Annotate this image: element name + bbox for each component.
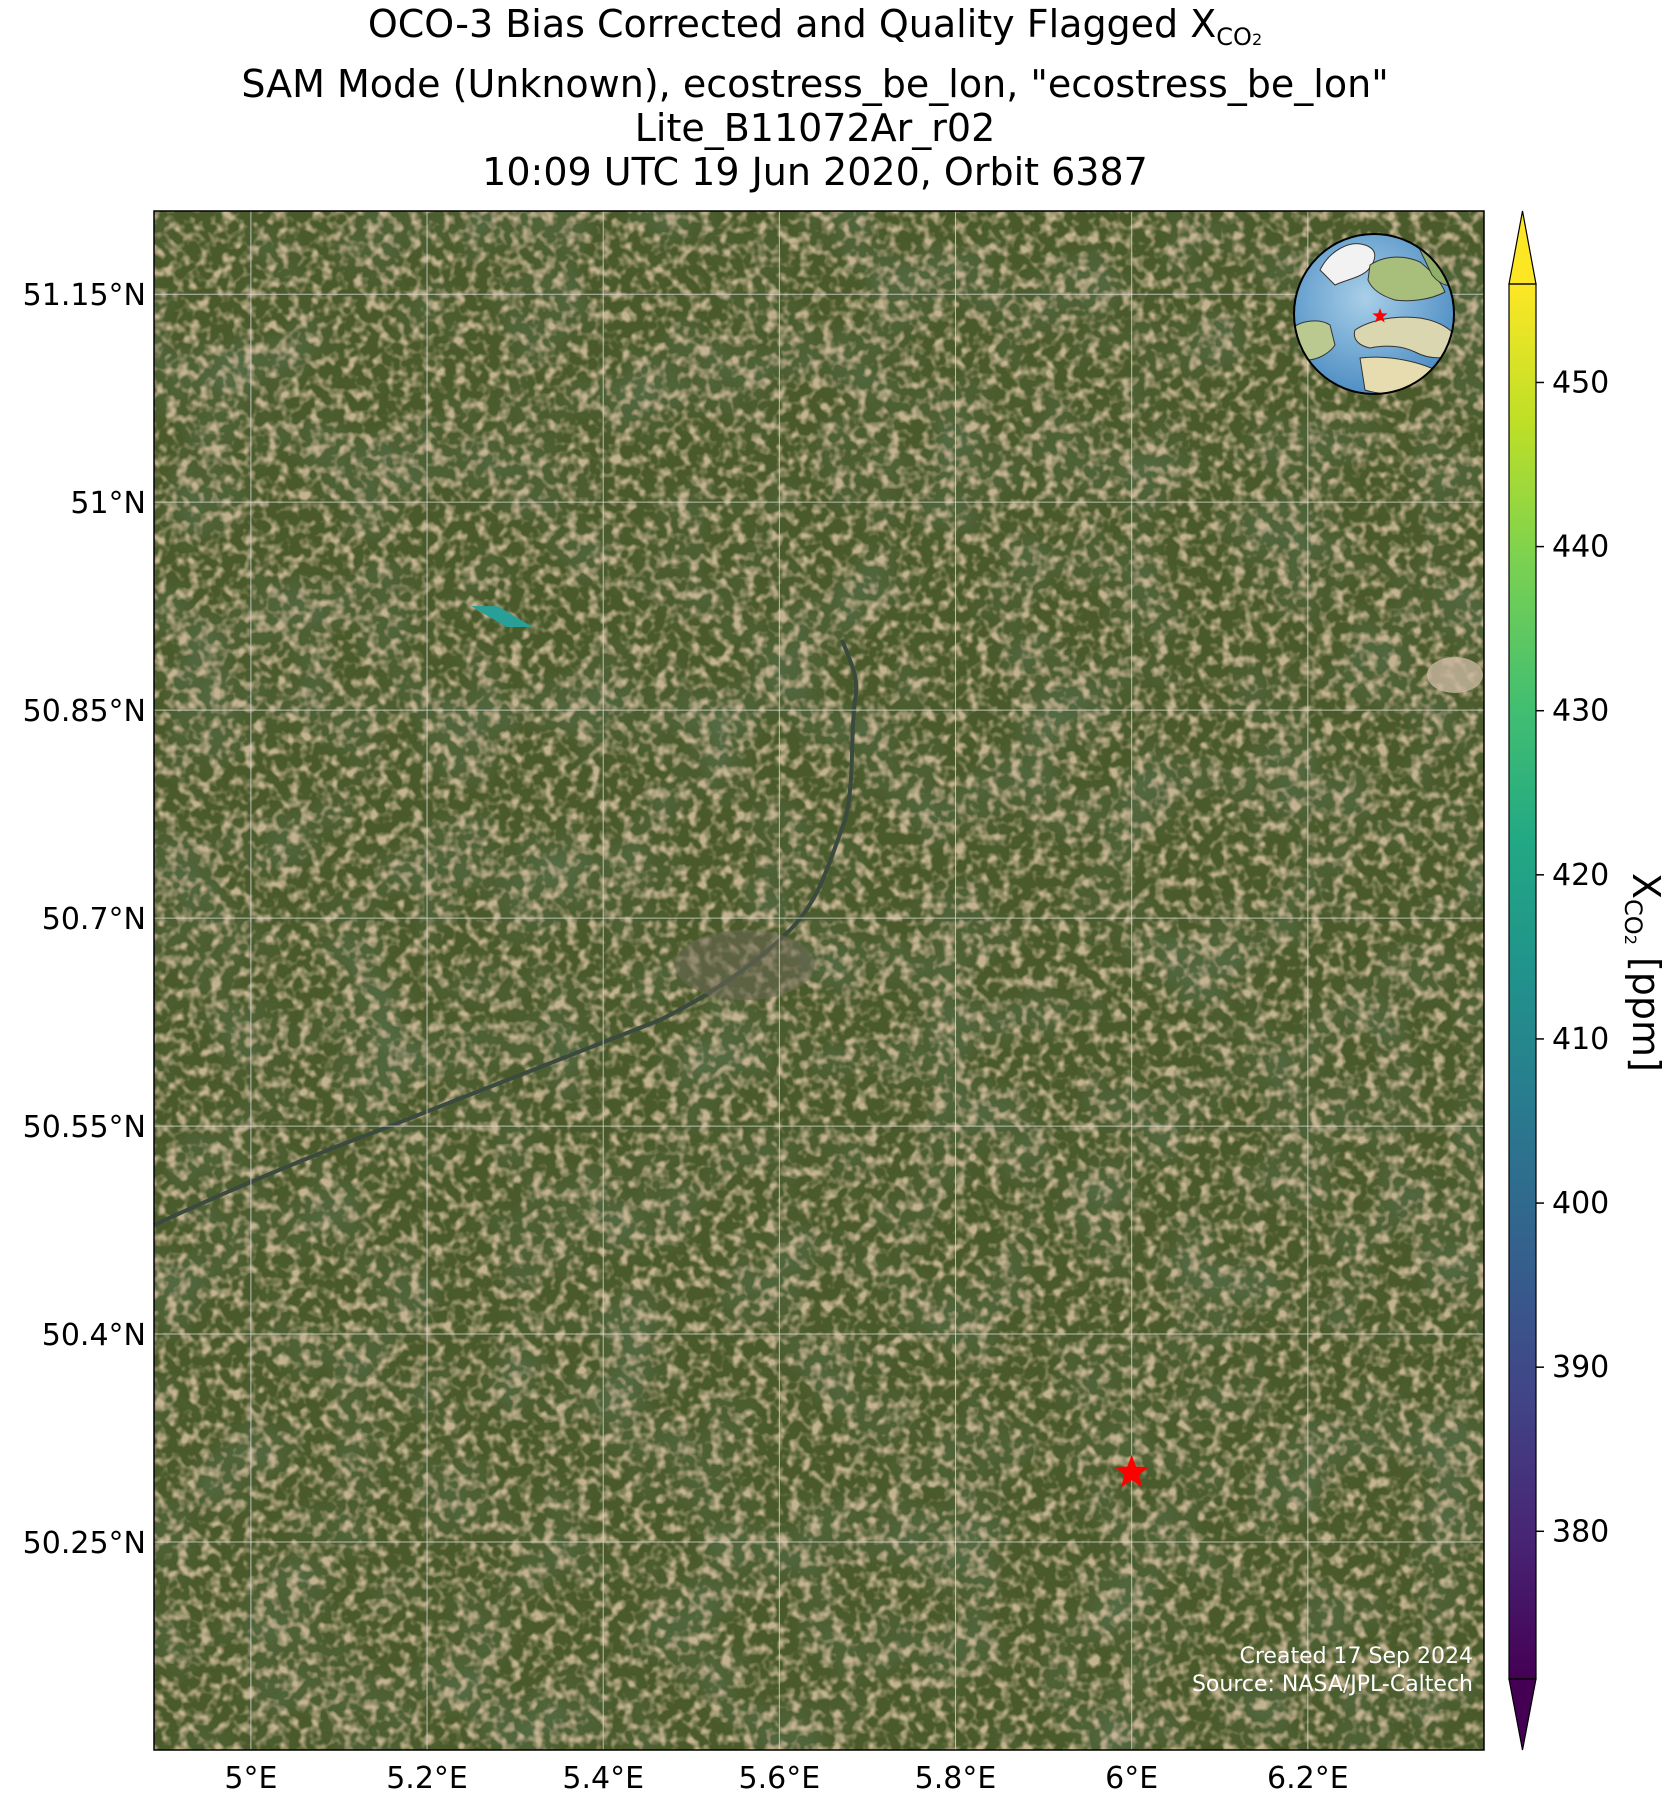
title-line-2: SAM Mode (Unknown), ecostress_be_lon, "e… [241, 62, 1389, 106]
latitude-tick-labels: 51.15°N 51°N 50.85°N 50.7°N 50.55°N 50.4°N 50.… [23, 278, 146, 1561]
target-marker [1114, 1454, 1149, 1488]
colorbar: 380 390 400 410 420 430 440 450 [1508, 210, 1609, 1751]
colorbar-tick-label: 380 [1552, 1514, 1609, 1549]
colorbar-ticks: 380 390 400 410 420 430 440 450 [1536, 365, 1609, 1549]
longitude-tick-labels: 5°E 5.2°E 5.4°E 5.6°E 5.8°E 6°E 6.2°E [224, 1761, 1348, 1796]
globe-outline [1293, 233, 1455, 395]
lon-tick-label: 5.4°E [562, 1761, 644, 1796]
sounding-footprints [471, 606, 533, 627]
map-gridlines [154, 211, 1484, 1750]
target-star-icon [1114, 1454, 1149, 1488]
colorbar-tick-label: 440 [1552, 530, 1609, 565]
colorbar-extend-min [1508, 1678, 1537, 1751]
map-panel[interactable] [153, 211, 1484, 1750]
colorbar-frame [1508, 283, 1537, 1680]
colorbar-tick-label: 390 [1552, 1350, 1609, 1385]
chart-title: OCO-3 Bias Corrected and Quality Flagged… [150, 2, 1480, 194]
lon-tick-label: 6°E [1105, 1761, 1158, 1796]
colorbar-tick-label: 400 [1552, 1186, 1609, 1221]
credit-text: Created 17 Sep 2024 Source: NASA/JPL-Cal… [1192, 1643, 1473, 1699]
globe-greenland [1319, 243, 1376, 286]
colorbar-tick-label: 430 [1552, 694, 1609, 729]
sounding-footprint [471, 606, 533, 627]
title-line-3: Lite_B11072Ar_r02 [634, 106, 996, 150]
lon-tick-label: 5.8°E [915, 1761, 997, 1796]
colorbar-gradient [1509, 284, 1536, 1679]
map-frame [153, 210, 1485, 1751]
credit-created: Created 17 Sep 2024 [1239, 1644, 1474, 1669]
colorbar-tick-label: 420 [1552, 858, 1609, 893]
colorbar-tick-label: 410 [1552, 1022, 1609, 1057]
credit-source: Source: NASA/JPL-Caltech [1191, 1672, 1473, 1697]
lat-tick-label: 50.25°N [23, 1526, 146, 1561]
globe-europe [1367, 256, 1446, 302]
quarry-area [1427, 657, 1483, 693]
title-line-4: 10:09 UTC 19 Jun 2020, Orbit 6387 [482, 150, 1148, 194]
urban-area [675, 930, 815, 1000]
globe-star-icon [1372, 308, 1388, 323]
lon-tick-label: 5°E [224, 1761, 277, 1796]
lon-tick-label: 5.2°E [386, 1761, 468, 1796]
lat-tick-label: 50.55°N [23, 1110, 146, 1145]
lat-tick-label: 51°N [70, 486, 146, 521]
lon-tick-label: 5.6°E [739, 1761, 821, 1796]
colorbar-extend-max [1508, 210, 1537, 285]
satellite-basemap [154, 211, 1484, 1750]
title-line-1: OCO-3 Bias Corrected and Quality Flagged… [367, 2, 1263, 51]
colorbar-tick-label: 450 [1552, 365, 1609, 400]
lat-tick-label: 50.85°N [23, 694, 146, 729]
lat-tick-label: 50.7°N [42, 902, 146, 937]
lat-tick-label: 51.15°N [23, 278, 146, 313]
colorbar-label: XCO2 [ppm] [1619, 873, 1668, 1072]
lat-tick-label: 50.4°N [42, 1318, 146, 1353]
lon-tick-label: 6.2°E [1267, 1761, 1349, 1796]
